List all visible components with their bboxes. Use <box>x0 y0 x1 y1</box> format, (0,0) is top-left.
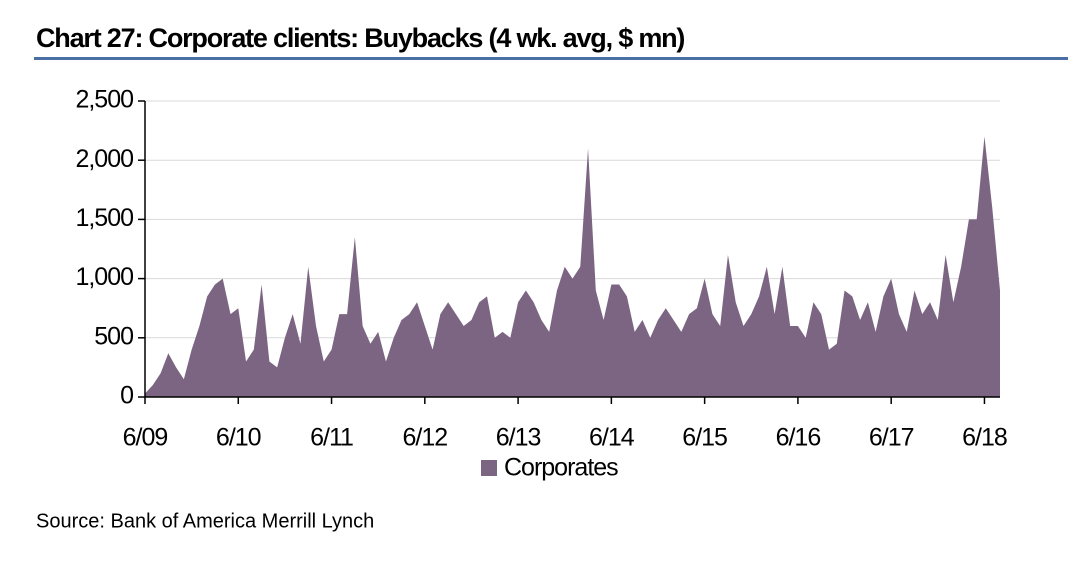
source-note: Source: Bank of America Merrill Lynch <box>36 510 374 532</box>
x-tick-label: 6/18 <box>962 424 1007 452</box>
x-tick-label: 6/16 <box>776 424 821 452</box>
y-tick-label: 2,000 <box>75 145 133 173</box>
x-tick-label: 6/13 <box>496 424 541 452</box>
x-tick-label: 6/09 <box>123 424 168 452</box>
x-tick-label: 6/15 <box>682 424 727 452</box>
y-tick-label: 500 <box>94 322 133 350</box>
x-tick-label: 6/14 <box>589 424 635 452</box>
legend-swatch <box>481 460 497 476</box>
x-tick-label: 6/12 <box>402 424 447 452</box>
y-tick-label: 0 <box>120 382 133 410</box>
y-tick-label: 1,500 <box>75 204 133 232</box>
x-tick-label: 6/11 <box>310 424 353 452</box>
chart-title: Chart 27: Corporate clients: Buybacks (4… <box>36 23 684 53</box>
x-tick-label: 6/17 <box>869 424 914 452</box>
title-rule <box>34 57 1068 60</box>
y-tick-label: 2,500 <box>75 86 133 114</box>
legend-label: Corporates <box>504 454 618 482</box>
x-tick-label: 6/10 <box>216 424 261 452</box>
y-tick-label: 1,000 <box>75 263 133 291</box>
area <box>145 136 1000 397</box>
